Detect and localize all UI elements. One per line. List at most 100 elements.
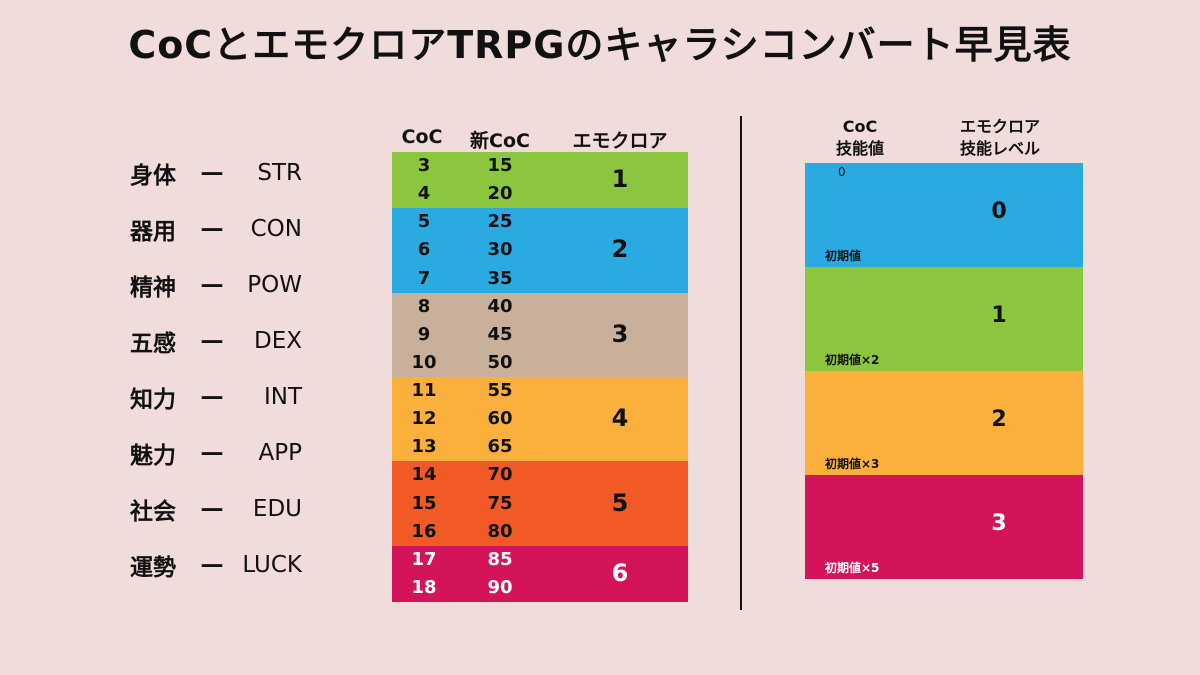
header-emoclore-skill: エモクロア 技能レベル — [940, 116, 1060, 160]
attribute-dash: — — [200, 160, 224, 186]
attribute-code: POW — [247, 272, 302, 298]
new-coc-value: 50 — [487, 351, 513, 373]
coc-value: 16 — [411, 520, 437, 542]
header-emoclore-skill-line1: エモクロア — [959, 117, 1040, 136]
new-coc-value: 30 — [487, 239, 513, 261]
new-coc-value: 80 — [487, 520, 513, 542]
skill-note: 初期値 — [825, 249, 862, 263]
coc-value: 14 — [411, 464, 437, 486]
new-coc-value: 85 — [487, 548, 513, 570]
skill-note: 初期値×5 — [825, 561, 880, 575]
attribute-code: CON — [250, 216, 302, 242]
attribute-name: 運勢 — [130, 555, 176, 581]
new-coc-value: 90 — [487, 576, 513, 598]
new-coc-value: 20 — [487, 183, 513, 205]
attribute-code: APP — [258, 440, 302, 466]
attribute-row: 身体 — STR — [130, 145, 310, 201]
attribute-list: 身体 — STR 器用 — CON 精神 — POW 五感 — DEX 知力 — INT 魅力 — APP 社会 — E… — [130, 145, 310, 593]
coc-value: 6 — [417, 239, 431, 261]
header-coc: CoC — [401, 126, 443, 148]
attribute-row: 魅力 — APP — [130, 425, 310, 481]
level-band — [392, 292, 688, 377]
coc-value: 17 — [411, 548, 437, 570]
skill-level: 0 — [991, 199, 1007, 224]
attribute-dash: — — [200, 384, 224, 410]
attribute-dash: — — [200, 440, 224, 466]
new-coc-value: 60 — [487, 408, 513, 430]
attribute-name: 五感 — [130, 331, 176, 357]
new-coc-value: 25 — [487, 211, 513, 233]
level-band — [392, 152, 688, 209]
new-coc-value: 45 — [487, 323, 513, 345]
attribute-dash: — — [200, 272, 224, 298]
emoclore-level: 3 — [611, 319, 629, 348]
skill-zero-value: 0 — [838, 165, 846, 179]
skill-note: 初期値×2 — [825, 353, 880, 367]
new-coc-value: 75 — [487, 492, 513, 514]
level-band — [392, 545, 688, 602]
coc-value: 12 — [411, 408, 437, 430]
coc-value: 13 — [411, 436, 437, 458]
attribute-row: 知力 — INT — [130, 369, 310, 425]
coc-value: 11 — [411, 380, 437, 401]
new-coc-value: 15 — [487, 155, 513, 176]
new-coc-value: 40 — [487, 295, 513, 317]
divider — [740, 116, 742, 610]
coc-value: 3 — [417, 155, 431, 176]
attribute-row: 器用 — CON — [130, 201, 310, 257]
coc-value: 18 — [411, 576, 437, 598]
attribute-code: EDU — [252, 496, 302, 522]
level-band — [392, 377, 688, 462]
skill-level-block — [805, 475, 1083, 579]
attribute-row: 精神 — POW — [130, 257, 310, 313]
header-coc-skill-line2: 技能値 — [835, 139, 884, 158]
attribute-dash: — — [200, 328, 224, 354]
skill-level-block — [805, 267, 1083, 371]
attribute-name: 身体 — [130, 163, 176, 189]
coc-value: 15 — [411, 492, 437, 514]
attribute-name: 魅力 — [130, 443, 176, 469]
attribute-code: DEX — [254, 328, 302, 354]
coc-value: 7 — [417, 267, 431, 289]
attribute-dash: — — [200, 216, 224, 242]
coc-value: 4 — [417, 183, 431, 205]
emoclore-level: 6 — [611, 558, 629, 587]
skill-level: 2 — [991, 407, 1007, 432]
header-new-coc: 新CoC — [470, 130, 530, 152]
attribute-name: 精神 — [130, 275, 176, 301]
coc-value: 9 — [417, 323, 431, 345]
emoclore-level: 1 — [611, 165, 629, 194]
skill-level-block — [805, 371, 1083, 475]
header-coc-skill: CoC 技能値 — [800, 116, 920, 160]
new-coc-value: 55 — [487, 380, 513, 401]
attribute-name: 社会 — [130, 499, 176, 525]
header-coc-skill-line1: CoC — [842, 117, 878, 136]
emoclore-level: 2 — [611, 235, 629, 264]
attribute-code: STR — [257, 160, 302, 186]
coc-value: 10 — [411, 351, 437, 373]
new-coc-value: 65 — [487, 436, 513, 458]
level-band — [392, 461, 688, 546]
page-title: CoCとエモクロアTRPGのキャラシコンバート早見表 — [128, 23, 1072, 67]
attribute-code: LUCK — [242, 552, 302, 578]
emoclore-level: 4 — [611, 404, 629, 433]
new-coc-value: 70 — [487, 464, 513, 486]
attribute-row: 運勢 — LUCK — [130, 537, 310, 593]
level-band — [392, 208, 688, 293]
header-emoclore: エモクロア — [572, 130, 668, 152]
attribute-name: 知力 — [130, 387, 176, 413]
coc-value: 5 — [417, 211, 431, 233]
attribute-row: 社会 — EDU — [130, 481, 310, 537]
attribute-code: INT — [263, 384, 302, 410]
new-coc-value: 35 — [487, 267, 513, 289]
skill-level: 1 — [991, 303, 1007, 328]
header-emoclore-skill-line2: 技能レベル — [959, 139, 1040, 158]
attribute-name: 器用 — [130, 219, 176, 245]
attribute-dash: — — [200, 552, 224, 578]
skill-note: 初期値×3 — [825, 457, 880, 471]
coc-value: 8 — [417, 295, 431, 317]
attribute-row: 五感 — DEX — [130, 313, 310, 369]
attribute-dash: — — [200, 496, 224, 522]
emoclore-level: 5 — [611, 488, 629, 517]
skill-level-block — [805, 163, 1083, 267]
